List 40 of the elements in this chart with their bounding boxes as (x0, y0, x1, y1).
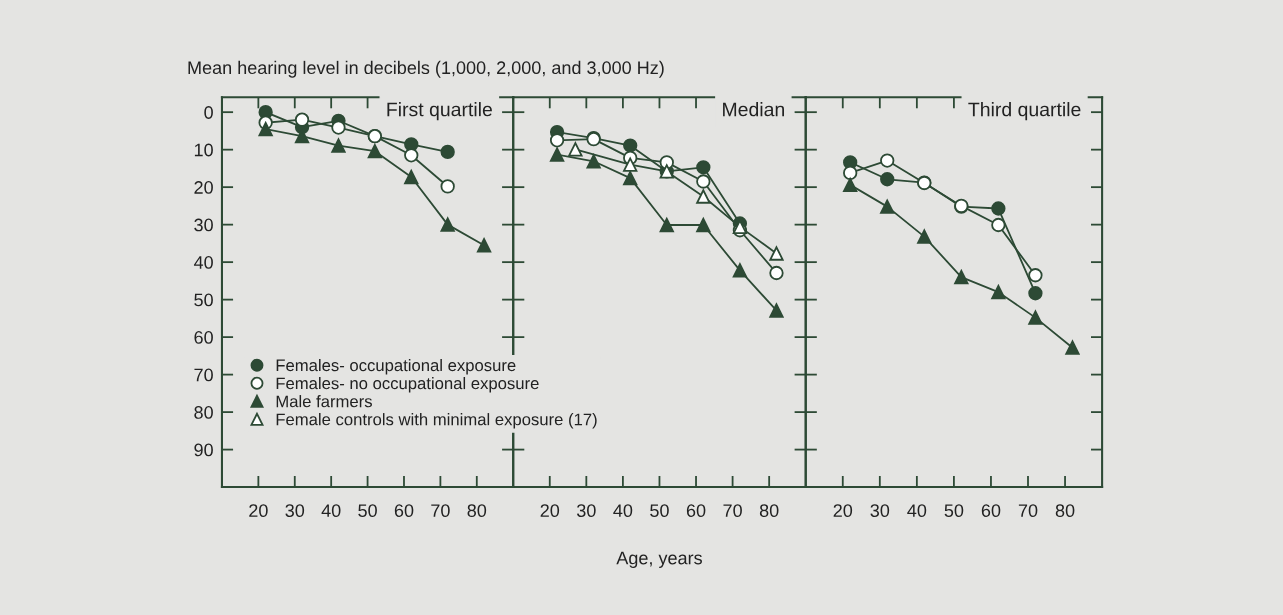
x-tick-label: 70 (723, 504, 742, 518)
y-tick-label: 60 (194, 331, 213, 344)
x-tick-label: 20 (540, 504, 560, 518)
x-tick-label: 50 (650, 504, 669, 518)
legend-label: Females- occupational exposure (276, 358, 516, 375)
y-axis-title: Mean hearing level in decibels (1,000, 2,000, and 3,000 Hz) (188, 60, 664, 78)
y-tick-label: 20 (194, 181, 213, 194)
x-tick-label: 70 (431, 504, 450, 518)
x-tick-label: 60 (686, 504, 706, 518)
x-tick-label: 70 (1018, 504, 1038, 518)
x-tick-label: 60 (981, 504, 1001, 518)
x-tick-label: 50 (944, 504, 964, 518)
y-tick-label: 10 (194, 143, 213, 157)
text: Female controls with minimal exposure (17) (276, 413, 597, 429)
x-tick-label: 80 (467, 504, 487, 518)
legend-label: Females- no occupational exposure (276, 377, 539, 393)
x-tick-label: 20 (249, 504, 268, 518)
x-tick-label: 60 (394, 504, 414, 518)
chart-title: Median (723, 102, 784, 117)
y-tick-label: 80 (194, 406, 213, 419)
x-tick-label: 40 (613, 504, 633, 518)
x-tick-label: 20 (833, 504, 853, 518)
x-tick-label: 40 (321, 504, 341, 518)
y-tick-label: 50 (194, 293, 213, 307)
x-tick-label: 50 (358, 504, 377, 518)
y-tick-label: 0 (204, 106, 213, 119)
y-tick-label: 40 (193, 256, 213, 269)
chart-title: Third quartile (968, 102, 1081, 121)
y-tick-label: 90 (194, 443, 213, 457)
x-tick-label: 80 (759, 504, 779, 518)
x-tick-label: 80 (1055, 504, 1075, 518)
y-tick-label: 30 (194, 218, 213, 232)
x-tick-label: 30 (576, 504, 596, 518)
x-tick-label: 30 (870, 504, 890, 518)
x-tick-label: 40 (907, 504, 927, 518)
x-axis-title: Age, years (616, 551, 702, 568)
chart-title: First quartile (387, 102, 492, 121)
y-tick-label: 70 (194, 368, 213, 382)
x-tick-label: 30 (285, 504, 305, 518)
legend-label: Male farmers (276, 395, 372, 408)
